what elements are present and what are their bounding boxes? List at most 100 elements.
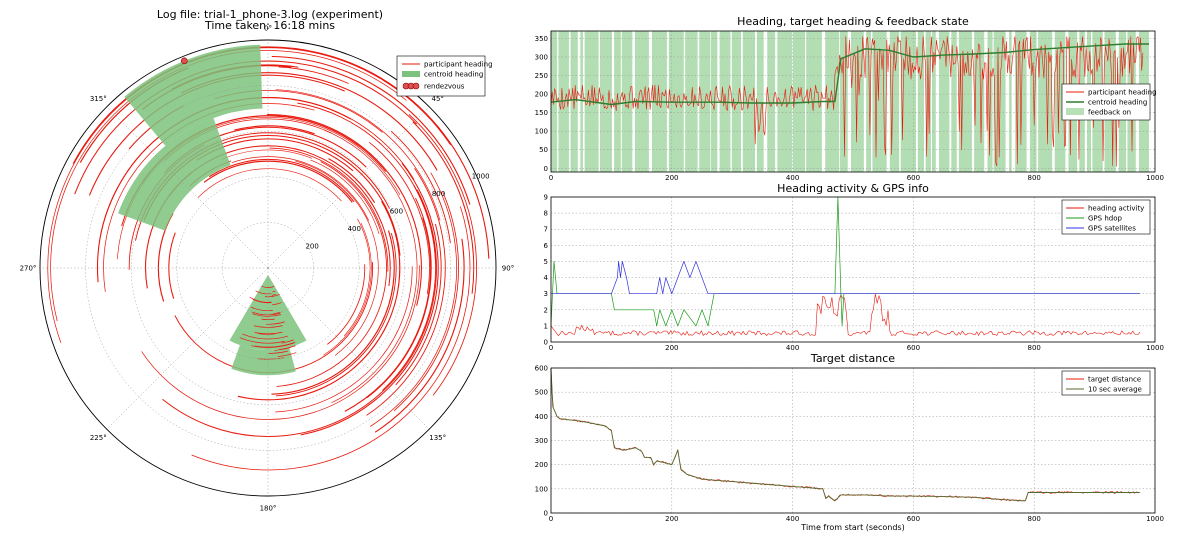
participant-heading-arc — [242, 333, 289, 340]
polar-radial-label: 400 — [348, 225, 361, 233]
participant-heading-arc — [295, 160, 379, 356]
gps-series — [550, 196, 1141, 336]
participant-heading-arc — [272, 302, 282, 306]
y-tick-label: 300 — [535, 53, 548, 61]
participant-heading-arc — [254, 331, 283, 335]
participant-heading-arc — [277, 352, 297, 357]
participant-heading-arc — [374, 238, 465, 433]
y-tick-label: 150 — [535, 109, 548, 117]
participant-heading-arc — [254, 342, 295, 348]
x-tick-label: 400 — [786, 515, 799, 523]
y-tick-label: 400 — [535, 413, 548, 421]
heading-legend-feedback: feedback on — [1088, 109, 1131, 117]
heading-legend-feedback-swatch — [1066, 108, 1084, 115]
heading-ticks: 0 200 400 600 800 1000 0 50 100 150 200 250 300 350 — [535, 35, 1164, 182]
distance-series — [550, 367, 1140, 502]
participant-heading-arc — [251, 311, 281, 316]
participant-heading-arc — [275, 89, 441, 221]
participant-heading-arc — [208, 158, 355, 203]
polar-angle-label: 315° — [90, 95, 107, 103]
y-tick-label: 300 — [535, 437, 548, 445]
legend-centroid-swatch — [402, 71, 420, 77]
participant-heading-arc — [343, 218, 371, 337]
legend-rendezvous-swatch-3 — [412, 82, 420, 90]
feedback-on-band — [1009, 31, 1012, 172]
polar-angle-label: 225° — [90, 434, 107, 442]
participant-heading-arc — [251, 342, 296, 348]
participant-heading-arc — [266, 114, 422, 306]
y-tick-label: 600 — [535, 365, 548, 373]
feedback-on-band — [767, 31, 776, 172]
polar-grid-spoke — [106, 267, 269, 430]
polar-legend-participant: participant heading — [424, 61, 493, 69]
x-tick-label: 200 — [665, 515, 678, 523]
feedback-on-band — [731, 31, 742, 172]
participant-heading-arc — [382, 79, 451, 146]
participant-heading-arc — [252, 298, 272, 304]
participant-heading-arc — [393, 192, 459, 412]
heading-panel-title: Heading, target heading & feedback state — [737, 15, 969, 28]
y-tick-label: 50 — [539, 146, 548, 154]
participant-heading-arc — [258, 333, 275, 335]
participant-heading-arc — [300, 162, 439, 436]
participant-heading-arc — [310, 159, 380, 235]
gps-panel: Heading activity & GPS info 0 200 400 600 80… — [544, 182, 1164, 352]
participant-heading-arc — [281, 339, 294, 344]
participant-heading-arc — [253, 325, 283, 328]
participant-heading-arc — [197, 168, 342, 202]
participant-heading-arc — [249, 296, 272, 303]
participant-heading-arc — [276, 161, 387, 387]
y-tick-label: 8 — [544, 210, 548, 218]
centroid-heading-wedge — [124, 44, 263, 146]
x-tick-label: 1000 — [1146, 515, 1164, 523]
participant-heading-arc — [297, 102, 437, 391]
y-tick-label: 5 — [544, 258, 548, 266]
y-tick-label: 3 — [544, 290, 548, 298]
feedback-on-band — [792, 31, 806, 172]
participant-heading-arc — [271, 55, 471, 205]
feedback-on-band — [932, 31, 936, 172]
participant-heading-arc — [252, 313, 281, 317]
x-tick-label: 800 — [1028, 515, 1041, 523]
gps-ticks: 0 200 400 600 800 1000 0 1 2 3 4 5 6 7 8 9 — [544, 194, 1164, 353]
gps-panel-title: Heading activity & GPS info — [777, 182, 929, 195]
centroid-heading-wedge — [118, 118, 231, 231]
participant-heading-arc — [328, 158, 376, 203]
y-tick-label: 500 — [535, 389, 548, 397]
polar-heading-plot: 0° 45° 90° 135° 180° 225° 270° 315° 200 400 600 80… — [20, 25, 515, 513]
polar-grid-spoke — [267, 267, 430, 430]
x-tick-label: 0 — [549, 174, 553, 182]
feedback-on-band — [1029, 31, 1037, 172]
heading-panel-frame — [550, 30, 1156, 173]
participant-heading-arc — [221, 149, 312, 160]
participant-heading-arc — [275, 266, 413, 413]
x-tick-label: 400 — [786, 344, 799, 352]
polar-grid-spoke — [106, 106, 269, 269]
feedback-on-band — [993, 31, 1006, 172]
feedback-on-band — [917, 31, 924, 172]
participant-heading-arc — [191, 206, 471, 471]
feedback-on-band — [668, 31, 684, 172]
participant-heading-arc — [250, 306, 273, 312]
participant-heading-arc — [268, 350, 288, 354]
feedback-on-band — [866, 31, 871, 172]
heading-legend: participant heading centroid heading fee… — [1061, 83, 1157, 121]
figure-title-line2: Time taken: 16:18 mins — [204, 19, 335, 32]
participant-heading-arc — [264, 294, 280, 298]
distance-panel-title: Target distance — [810, 352, 895, 365]
x-tick-label: 400 — [786, 174, 799, 182]
centroid-heading-line — [550, 43, 1149, 106]
feedback-on-band — [951, 31, 957, 172]
feedback-on-band — [756, 31, 764, 172]
polar-angle-label: 180° — [260, 505, 277, 513]
y-tick-label: 9 — [544, 194, 548, 202]
gps-legend-satellites: GPS satellites — [1088, 225, 1136, 233]
y-tick-label: 100 — [535, 128, 548, 136]
participant-heading-arc — [408, 114, 477, 396]
distance-average-line — [550, 367, 1140, 502]
participant-heading-arc — [271, 294, 276, 296]
polar-data-layer — [47, 44, 490, 471]
polar-radial-label: 800 — [432, 190, 445, 198]
x-tick-label: 200 — [665, 174, 678, 182]
